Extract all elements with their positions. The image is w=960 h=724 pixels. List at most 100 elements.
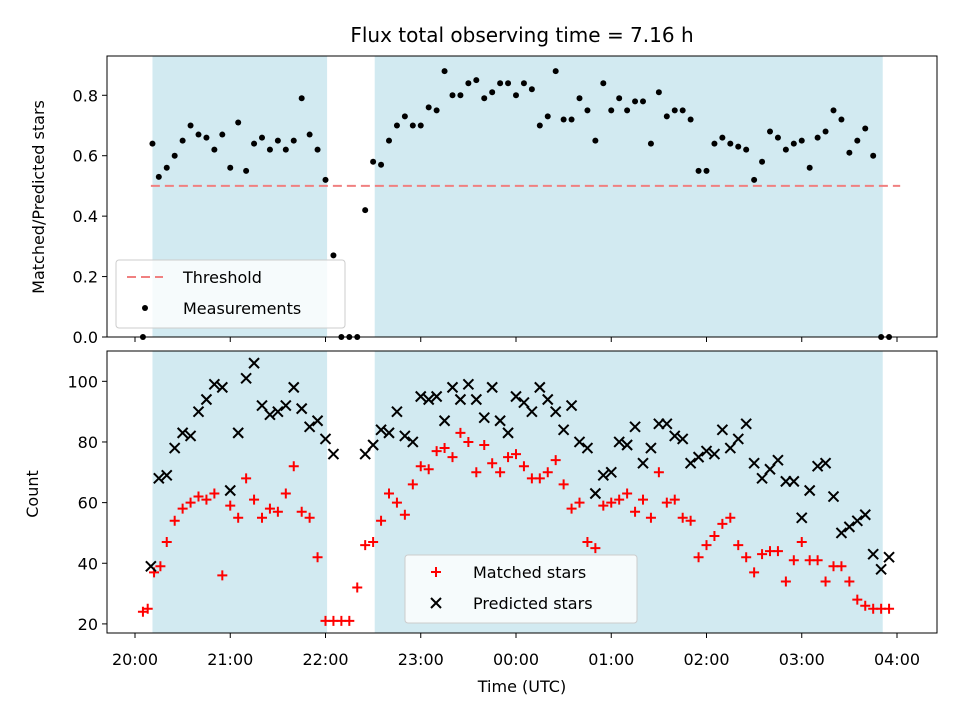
y-tick-label: 80 xyxy=(78,433,98,452)
matched-star-point xyxy=(280,488,291,499)
predicted-star-point xyxy=(311,415,324,427)
measurement-point xyxy=(624,107,631,114)
measurement-point xyxy=(608,107,615,114)
predicted-star-point xyxy=(732,433,744,445)
measurement-point xyxy=(655,89,662,96)
measurement-point xyxy=(362,207,369,214)
predicted-star-point xyxy=(756,472,768,485)
top-y-axis-label: Matched/Predicted stars xyxy=(29,100,48,294)
predicted-star-point xyxy=(589,487,602,500)
measurement-point xyxy=(568,116,575,123)
measurement-point xyxy=(862,125,869,132)
predicted-star-point xyxy=(534,381,546,394)
predicted-star-point xyxy=(200,393,213,406)
predicted-star-point xyxy=(867,548,879,560)
predicted-star-point xyxy=(700,445,713,457)
matched-star-point xyxy=(669,494,680,505)
matched-star-point xyxy=(542,467,553,478)
matched-star-point xyxy=(733,540,744,551)
x-tick-label: 02:00 xyxy=(683,650,729,669)
predicted-star-point xyxy=(684,457,697,469)
predicted-star-point xyxy=(240,372,252,384)
matched-star-point xyxy=(399,509,410,520)
predicted-star-point xyxy=(621,439,633,451)
matched-star-point xyxy=(717,518,728,529)
predicted-star-point xyxy=(597,469,610,482)
predicted-star-point xyxy=(510,390,522,403)
predicted-star-point xyxy=(430,390,443,403)
measurement-point xyxy=(306,131,313,138)
measurement-point xyxy=(227,164,234,171)
matched-star-point xyxy=(241,473,252,484)
matched-star-point xyxy=(630,506,641,517)
matched-star-point xyxy=(384,488,394,499)
matched-star-point xyxy=(757,549,768,560)
measurement-point xyxy=(513,92,519,99)
matched-star-point xyxy=(272,506,283,517)
series-measurements xyxy=(139,68,893,340)
measurement-point xyxy=(489,89,496,96)
matched-star-point xyxy=(622,488,633,499)
predicted-star-point xyxy=(740,418,752,430)
matched-star-point xyxy=(217,570,228,581)
predicted-star-point xyxy=(383,427,395,439)
series-matched-stars xyxy=(137,427,895,626)
predicted-star-point xyxy=(708,448,721,460)
matched-star-point xyxy=(225,500,236,511)
measurement-point xyxy=(592,137,599,144)
matched-star-point xyxy=(161,537,172,548)
predicted-star-point xyxy=(502,427,514,439)
measurement-point xyxy=(211,146,218,153)
matched-star-point xyxy=(852,594,863,605)
shaded-interval xyxy=(152,351,328,633)
x-tick-label: 20:00 xyxy=(112,650,158,669)
predicted-star-point xyxy=(859,509,871,521)
matched-star-point xyxy=(860,600,871,611)
predicted-star-point xyxy=(295,402,308,415)
legend-matched-label: Matched stars xyxy=(473,563,586,582)
matched-star-point xyxy=(645,512,656,523)
measurement-point xyxy=(370,158,377,165)
measurement-point xyxy=(822,128,829,135)
measurement-point xyxy=(520,80,527,87)
predicted-star-point xyxy=(772,454,784,466)
predicted-star-point xyxy=(764,463,776,475)
predicted-star-point xyxy=(462,378,475,391)
measurement-point xyxy=(378,161,385,168)
predicted-star-point xyxy=(542,393,554,406)
measurement-point xyxy=(187,122,194,129)
measurement-point xyxy=(179,137,186,144)
y-tick-label: 0.8 xyxy=(73,86,98,105)
matched-star-point xyxy=(812,555,823,566)
measurement-point xyxy=(282,146,289,153)
matched-star-point xyxy=(598,500,609,511)
measurement-point xyxy=(259,134,265,141)
x-axis-label: Time (UTC) xyxy=(477,677,566,696)
matched-star-point xyxy=(796,537,807,548)
measurement-point xyxy=(814,134,821,141)
predicted-star-point xyxy=(192,405,205,418)
measurement-point xyxy=(449,92,456,99)
shaded-interval xyxy=(374,56,883,337)
matched-star-point xyxy=(677,512,688,523)
predicted-star-point xyxy=(280,399,292,412)
y-tick-label: 40 xyxy=(78,554,98,573)
matched-star-point xyxy=(503,452,514,463)
measurement-point xyxy=(322,176,329,183)
predicted-star-point xyxy=(256,399,268,412)
measurement-point xyxy=(251,140,258,147)
predicted-star-point xyxy=(581,442,594,454)
matched-star-point xyxy=(725,512,736,523)
predicted-star-point xyxy=(637,457,649,469)
series-predicted-stars xyxy=(145,357,895,576)
predicted-star-point xyxy=(843,521,856,533)
matched-star-point xyxy=(550,455,561,466)
measurement-point xyxy=(790,140,797,147)
measurement-point xyxy=(632,98,639,105)
measurement-point xyxy=(727,140,734,147)
legend: Threshold Measurements xyxy=(115,259,346,329)
measurement-point xyxy=(536,122,543,129)
matched-star-point xyxy=(312,552,323,563)
matched-star-point xyxy=(376,515,387,526)
